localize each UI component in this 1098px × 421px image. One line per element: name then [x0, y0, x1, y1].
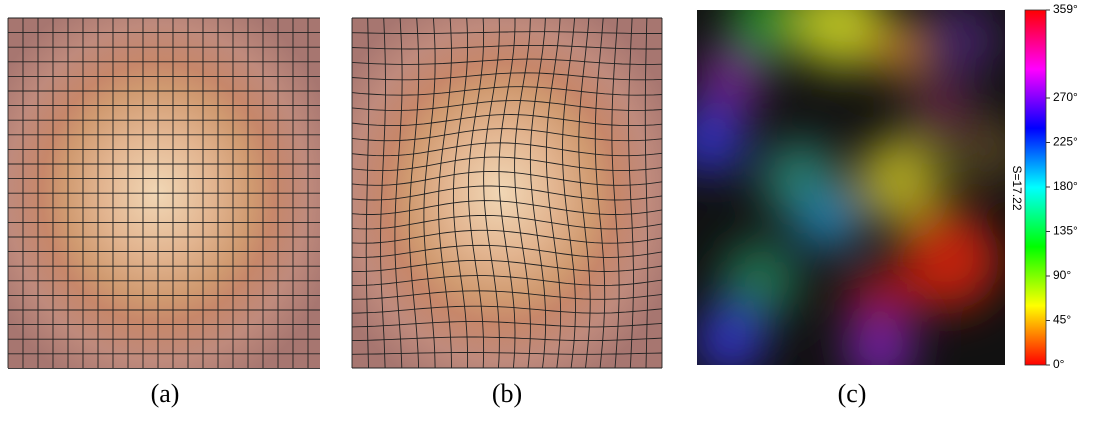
- hue-blob: [845, 315, 915, 385]
- caption: (a): [151, 379, 180, 408]
- colorbar-tick-label: 90°: [1053, 268, 1071, 282]
- colorbar-tick-label: 270°: [1053, 90, 1078, 104]
- colorbar-tick-label: 359°: [1053, 2, 1078, 16]
- hue-blob: [910, 80, 970, 140]
- hue-blob: [870, 20, 930, 80]
- hue-blob: [800, 190, 860, 250]
- hue-blob: [695, 45, 765, 115]
- hue-blob: [695, 305, 765, 375]
- colorbar-tick-label: 45°: [1053, 313, 1071, 327]
- caption: (b): [492, 379, 522, 408]
- colorbar-tick-label: 135°: [1053, 224, 1078, 238]
- hue-blob: [920, 0, 1000, 80]
- colorbar-tick-label: 225°: [1053, 135, 1078, 149]
- colorbar-tick-label: 0°: [1053, 357, 1065, 371]
- hue-blob: [675, 105, 745, 175]
- colorbar-label: S=17.22: [1010, 165, 1024, 210]
- image-c: [675, 0, 1025, 385]
- hue-blob: [855, 135, 945, 225]
- colorbar-tick-label: 180°: [1053, 179, 1078, 193]
- colorbar: [1025, 10, 1046, 365]
- hue-blob: [900, 210, 1000, 310]
- figure: S=17.22 (a) (b) (c) 0° 45° 90° 135° 180° 225°…: [0, 0, 1098, 421]
- caption: (c): [838, 379, 867, 408]
